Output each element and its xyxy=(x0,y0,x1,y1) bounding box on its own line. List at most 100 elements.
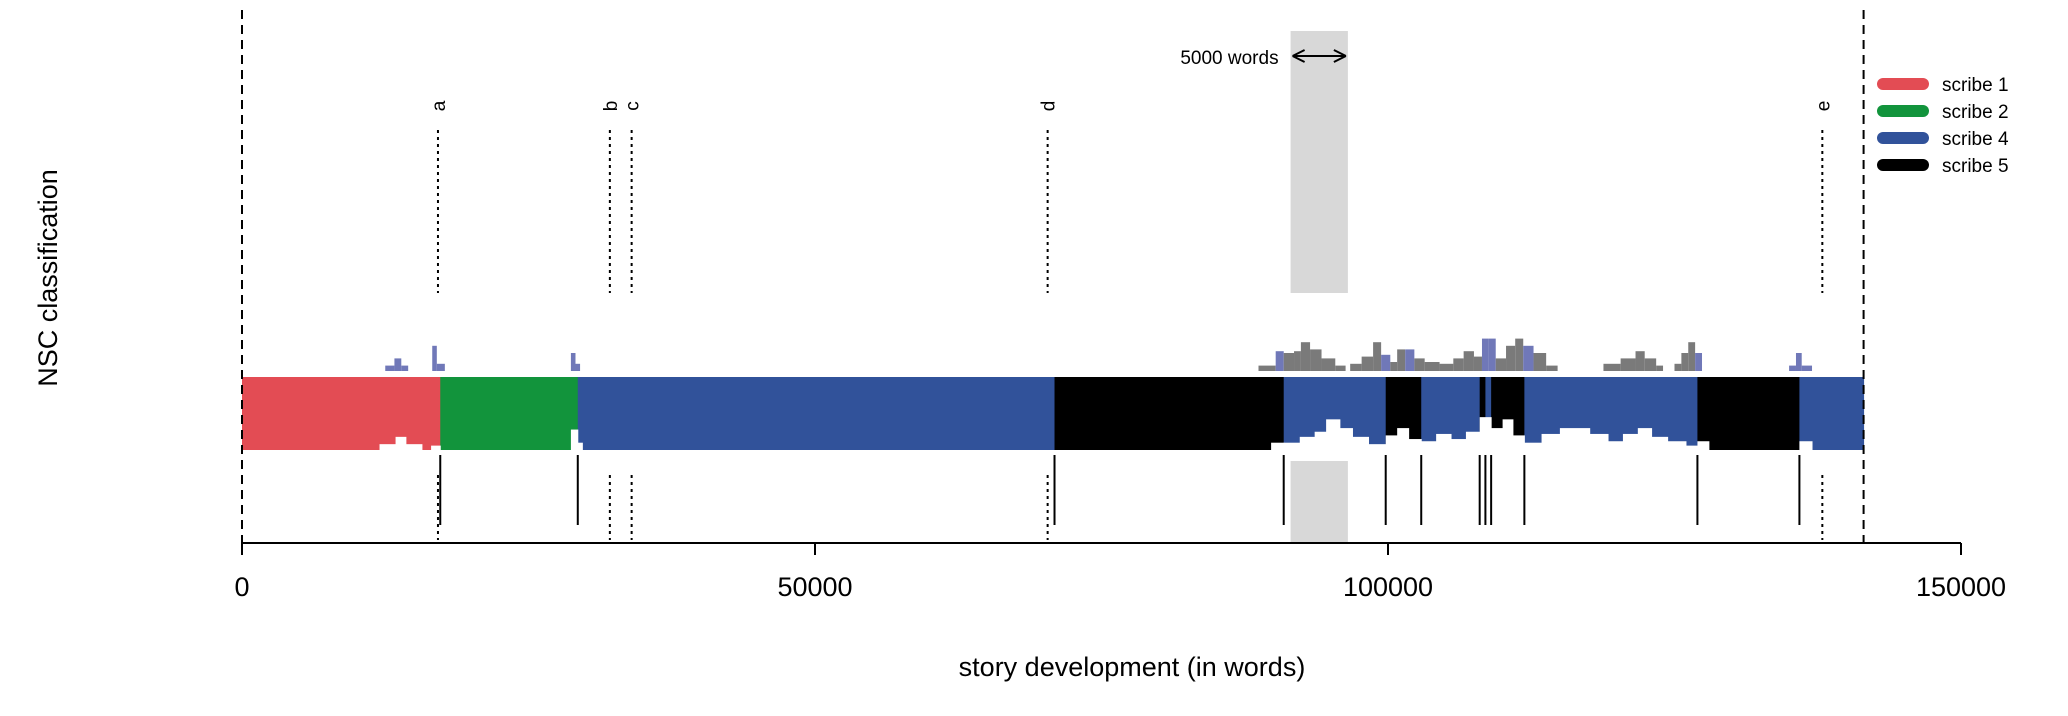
band-dip xyxy=(1352,436,1370,451)
blip xyxy=(1795,353,1802,371)
blip xyxy=(1674,363,1682,371)
x-tick-label: 150000 xyxy=(1916,572,2006,602)
blip xyxy=(1546,365,1558,371)
band-dip xyxy=(1541,433,1561,451)
band-dip xyxy=(379,444,397,451)
marker-label: c xyxy=(623,101,644,111)
band-dip xyxy=(1385,435,1398,451)
x-axis-title: story development (in words) xyxy=(959,652,1306,682)
blip xyxy=(1300,342,1311,371)
blip xyxy=(1405,349,1415,371)
band-dip xyxy=(570,429,579,451)
scribe-boundaries xyxy=(439,455,1801,525)
blip xyxy=(1473,356,1482,371)
window-shade-upper xyxy=(1290,31,1348,293)
marker-label: b xyxy=(601,101,622,112)
secondary-classification-blips xyxy=(385,338,1813,371)
blip xyxy=(1695,353,1703,371)
analysis-window xyxy=(1290,31,1348,543)
band-dip xyxy=(1479,417,1492,451)
blip xyxy=(1463,351,1474,371)
text-ends xyxy=(241,10,1865,543)
blip xyxy=(1335,365,1346,371)
segment-scribe-4 xyxy=(1799,377,1865,450)
blip xyxy=(1373,342,1382,371)
marker-label: a xyxy=(429,100,450,111)
band-dip xyxy=(1685,445,1698,451)
band-dips xyxy=(379,417,1813,451)
legend-label: scribe 2 xyxy=(1942,102,2009,123)
blip xyxy=(1481,338,1489,371)
blip xyxy=(1424,362,1440,371)
blip xyxy=(1603,363,1621,371)
legend-label: scribe 1 xyxy=(1942,75,2009,96)
band-dip xyxy=(1421,441,1437,451)
blip xyxy=(1644,358,1657,371)
blip xyxy=(436,363,445,371)
blip xyxy=(1414,358,1425,371)
segment-scribe-5 xyxy=(1054,377,1285,450)
window-shade-lower xyxy=(1290,461,1348,543)
band-dip xyxy=(1451,439,1467,451)
segment-scribe-4 xyxy=(577,377,1056,450)
blip xyxy=(1506,345,1516,371)
blip xyxy=(1439,363,1454,371)
band-dip xyxy=(1622,433,1639,451)
blip xyxy=(1397,349,1406,371)
band-dip xyxy=(1697,441,1710,451)
band-dip xyxy=(1524,442,1543,451)
window-arrow-head-right xyxy=(1333,49,1347,63)
blip xyxy=(1381,354,1391,371)
blip xyxy=(1390,362,1398,371)
segment-scribe-2 xyxy=(440,377,579,450)
blip xyxy=(1310,349,1322,371)
band-dip xyxy=(1559,428,1591,451)
band-dip xyxy=(1436,433,1452,451)
blip xyxy=(1635,351,1645,371)
band-dip xyxy=(395,436,407,451)
band-dip xyxy=(1589,433,1609,451)
blip xyxy=(1453,358,1464,371)
x-tick-label: 0 xyxy=(234,572,249,602)
band-dip xyxy=(1502,419,1514,451)
blip xyxy=(1789,365,1796,371)
blip xyxy=(1350,363,1362,371)
classification-band xyxy=(242,377,1865,450)
window-label: 5000 words xyxy=(1180,48,1278,69)
blip xyxy=(1620,358,1636,371)
window-arrow-head-left xyxy=(1292,49,1306,63)
segment-scribe-5 xyxy=(1697,377,1800,450)
blip xyxy=(1275,351,1284,371)
blip xyxy=(394,358,402,371)
segment-scribe-1 xyxy=(242,377,441,450)
blip xyxy=(1523,345,1534,371)
band-dip xyxy=(1314,431,1327,451)
legend: scribe 1 scribe 2 scribe 4 scribe 5 xyxy=(1877,75,2009,177)
segment-scribe-4 xyxy=(1485,377,1492,450)
blip xyxy=(401,365,409,371)
band-dip xyxy=(1299,436,1316,451)
band-dip xyxy=(1326,419,1341,451)
band-dip xyxy=(1608,441,1624,451)
marker-label: e xyxy=(1813,101,1834,112)
band-dip xyxy=(431,445,441,451)
blip xyxy=(1801,365,1813,371)
blip xyxy=(1283,353,1295,371)
legend-label: scribe 5 xyxy=(1942,156,2009,177)
window-label-group: 5000 words xyxy=(1180,48,1347,69)
x-axis: 0 50000 100000 150000 xyxy=(234,542,2006,602)
band-dip xyxy=(1465,431,1481,451)
blip xyxy=(1488,338,1496,371)
legend-label: scribe 4 xyxy=(1942,129,2009,150)
band-dip xyxy=(1512,435,1525,451)
blip xyxy=(575,363,581,371)
band-dip xyxy=(405,444,423,451)
blip xyxy=(1681,353,1689,371)
blip xyxy=(1495,358,1507,371)
band-dip xyxy=(1339,428,1353,451)
blip xyxy=(1533,353,1547,371)
blip xyxy=(385,365,395,371)
y-axis-title: NSC classification xyxy=(33,169,63,387)
